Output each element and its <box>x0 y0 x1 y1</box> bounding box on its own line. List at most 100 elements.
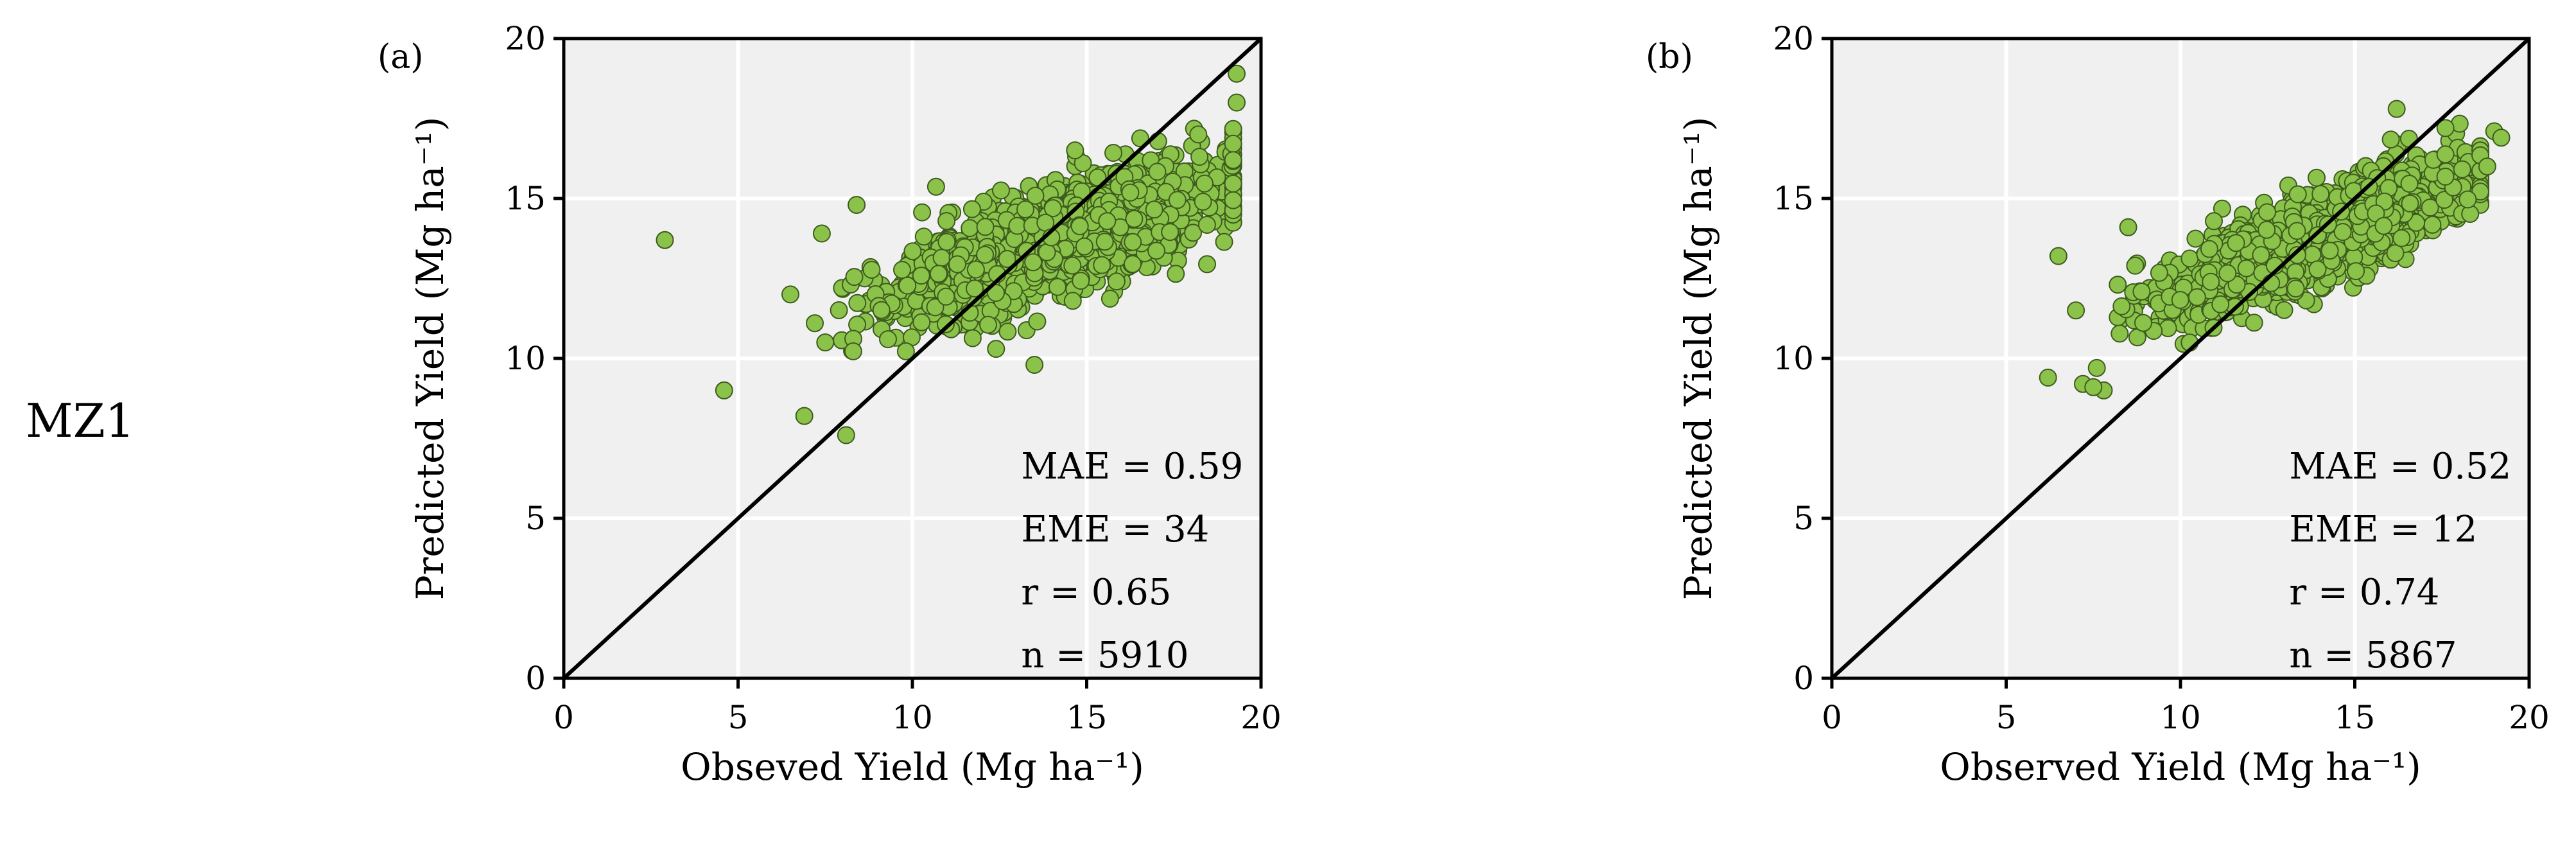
data-point <box>2436 145 2455 164</box>
data-point <box>845 268 864 286</box>
data-point <box>976 218 995 236</box>
y-tick-label: 15 <box>1773 180 1814 217</box>
data-point <box>2067 301 2085 320</box>
y-tick-label: 10 <box>505 340 546 377</box>
data-point <box>1107 272 1126 291</box>
y-tick-label: 0 <box>525 660 546 697</box>
data-point <box>1228 93 1246 112</box>
data-point <box>2109 276 2127 294</box>
data-point <box>2288 246 2306 265</box>
data-point <box>2110 324 2129 343</box>
data-point <box>2039 368 2057 387</box>
data-point <box>1095 233 1114 251</box>
one-to-one-line <box>562 37 1263 680</box>
data-point <box>2407 213 2426 232</box>
stat-annotation: MAE = 0.59 <box>1021 446 1243 488</box>
data-point <box>937 233 956 251</box>
data-point <box>937 287 955 306</box>
data-point <box>962 200 981 218</box>
data-point <box>1148 163 1167 181</box>
data-point <box>1167 265 1185 283</box>
x-tick-label: 15 <box>2335 699 2376 736</box>
data-point <box>912 313 931 331</box>
data-point <box>1190 148 1209 166</box>
data-point <box>913 203 932 222</box>
stat-annotation: r = 0.74 <box>2289 572 2439 613</box>
data-point <box>830 301 848 319</box>
panel-a: 0 5 10 15 20 0 5 10 15 20 Obseved Yield (Mg ha⁻¹) P… <box>378 20 1282 789</box>
stat-annotation: r = 0.65 <box>1021 572 1171 613</box>
data-point <box>1224 151 1242 170</box>
data-point <box>912 267 930 285</box>
data-point <box>1124 255 1142 274</box>
stat-annotation: n = 5910 <box>1021 635 1188 676</box>
data-point <box>2453 160 2471 179</box>
x-axis-title: Observed Yield (Mg ha⁻¹) <box>1940 745 2421 789</box>
data-point <box>2347 262 2365 281</box>
data-point <box>848 294 867 312</box>
data-point <box>2401 194 2419 213</box>
y-axis-title: Predicted Yield (Mg ha⁻¹) <box>408 117 452 601</box>
data-point <box>781 285 799 304</box>
data-point <box>2286 279 2305 298</box>
data-point <box>976 245 995 264</box>
y-tick-label: 20 <box>505 20 546 57</box>
y-axis-title: Predicted Yield (Mg ha⁻¹) <box>1676 117 1720 601</box>
data-point <box>927 177 945 196</box>
data-point <box>929 265 948 283</box>
data-point <box>1098 212 1117 231</box>
panel-label: (a) <box>378 38 424 76</box>
data-point <box>903 242 922 261</box>
data-point <box>1072 272 1090 290</box>
data-point <box>898 276 917 295</box>
row-label: MZ1 <box>26 394 135 448</box>
y-tick-label: 0 <box>1793 660 1814 697</box>
data-point <box>1088 168 1107 187</box>
data-point <box>2150 263 2168 282</box>
data-point <box>936 315 955 333</box>
data-point <box>1147 242 1165 260</box>
data-point <box>1070 217 1089 236</box>
data-point <box>2423 215 2442 234</box>
data-point <box>816 333 835 352</box>
data-point <box>2387 100 2406 118</box>
data-point <box>1168 191 1187 209</box>
data-point <box>806 314 824 333</box>
data-point <box>2492 128 2511 147</box>
data-point <box>1028 312 1047 331</box>
y-tick-label: 20 <box>1773 20 1814 57</box>
data-point <box>963 329 982 347</box>
data-point <box>926 298 944 317</box>
data-point <box>2186 229 2205 248</box>
data-point <box>1184 224 1203 242</box>
data-point <box>1066 141 1084 160</box>
data-point <box>656 231 674 249</box>
data-point <box>795 407 814 425</box>
data-point <box>1224 174 1242 193</box>
data-point <box>1063 256 1082 275</box>
data-point <box>1104 144 1122 162</box>
x-tick-label: 0 <box>1822 699 1842 736</box>
stat-annotation: EME = 12 <box>2289 509 2477 550</box>
data-point <box>1093 256 1111 274</box>
data-point <box>2344 182 2363 200</box>
data-point <box>2311 185 2330 203</box>
x-tick-label: 5 <box>1996 699 2017 736</box>
data-point <box>937 212 956 231</box>
panel-label: (b) <box>1646 38 1693 76</box>
data-point <box>1075 237 1093 256</box>
data-point <box>1025 356 1044 374</box>
data-point <box>1215 233 1233 251</box>
data-point <box>896 342 915 360</box>
data-point <box>2188 288 2206 306</box>
data-point <box>872 301 891 319</box>
data-point <box>2288 222 2306 240</box>
stat-annotation: MAE = 0.52 <box>2289 446 2511 488</box>
data-point <box>932 249 951 267</box>
data-point <box>2258 203 2276 222</box>
data-point <box>2211 295 2230 313</box>
data-point <box>848 196 866 214</box>
y-tick-label: 15 <box>505 180 546 217</box>
data-point <box>1228 64 1246 83</box>
data-point <box>2275 301 2293 319</box>
